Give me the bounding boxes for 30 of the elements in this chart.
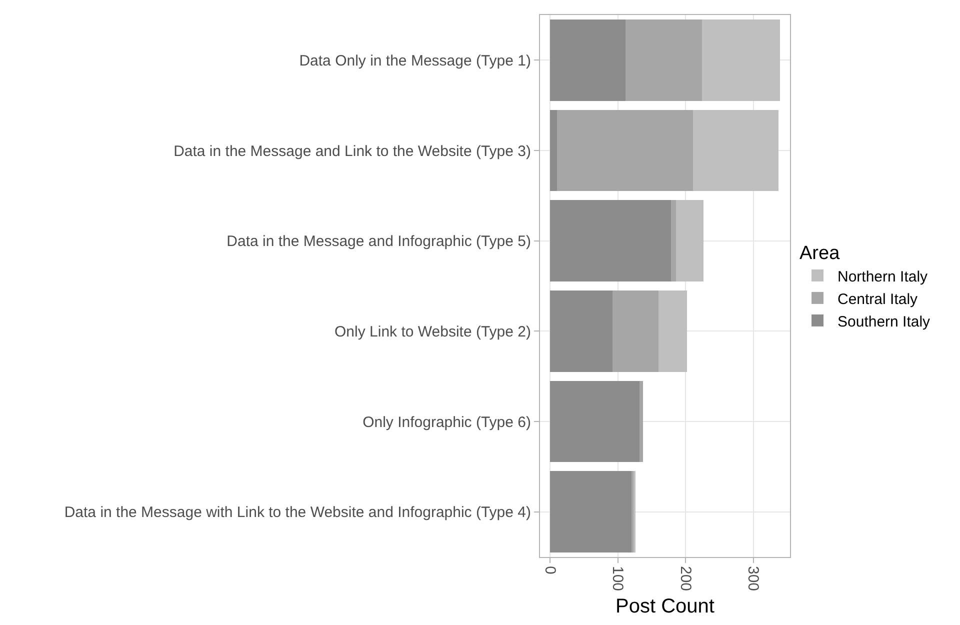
bar (640, 380, 643, 462)
legend-title: Area (800, 243, 840, 264)
y-tick-label: Data in the Message and Infographic (Type 5) (226, 233, 532, 250)
bar (625, 20, 702, 101)
bar (556, 110, 694, 192)
x-axis-title: Post Count (616, 596, 715, 618)
bar (550, 471, 632, 552)
bar (702, 20, 780, 101)
y-tick-label: Only Link to Website (Type 2) (334, 323, 531, 340)
x-tick-label: 100 (609, 566, 626, 592)
x-tick-label: 200 (676, 566, 694, 592)
legend-label: Central Italy (838, 290, 918, 308)
bar (550, 380, 640, 462)
y-tick-label: Data in the Message with Link to the Website and Infographic (Type 4) (64, 504, 531, 522)
bar (693, 110, 778, 192)
x-tick-label: 0 (541, 566, 558, 574)
bar (550, 110, 557, 192)
legend-label: Southern Italy (838, 313, 931, 330)
bar (676, 200, 704, 282)
bar (550, 290, 612, 372)
bar (550, 20, 626, 101)
y-tick-label: Data in the Message and Link to the Website (Type 3) (174, 142, 532, 160)
bar (550, 200, 671, 282)
bar (658, 290, 688, 372)
y-tick-label: Only Infographic (Type 6) (362, 414, 531, 431)
legend-label: Northern Italy (838, 268, 928, 286)
bar (670, 200, 676, 282)
x-tick-label: 300 (744, 566, 762, 592)
y-tick-label: Data Only in the Message (Type 1) (299, 52, 531, 70)
bar (612, 290, 659, 372)
